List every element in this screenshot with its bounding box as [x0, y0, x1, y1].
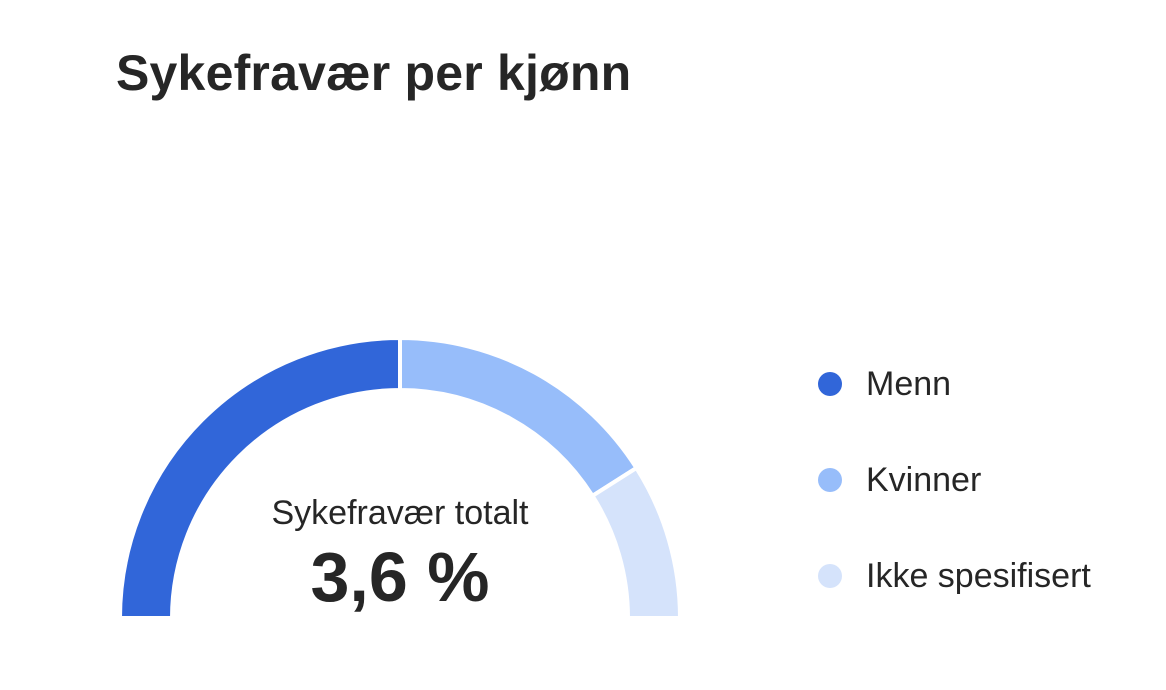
legend-label-kvinner: Kvinner	[866, 460, 982, 499]
legend-item-menn[interactable]: Menn	[818, 358, 1091, 410]
legend-label-menn: Menn	[866, 364, 952, 403]
gauge-segment-ikke-spesifisert[interactable]	[590, 465, 682, 620]
gauge-center-label: Sykefravær totalt	[271, 494, 529, 532]
chart-legend: Menn Kvinner Ikke spesifisert	[818, 358, 1091, 646]
legend-dot-menn	[818, 372, 842, 396]
chart-title: Sykefravær per kjønn	[116, 45, 632, 101]
gauge-segment-kvinner[interactable]	[398, 336, 639, 498]
legend-dot-kvinner	[818, 468, 842, 492]
legend-item-ikke-spesifisert[interactable]: Ikke spesifisert	[818, 550, 1091, 602]
legend-dot-ikke-spesifisert	[818, 564, 842, 588]
legend-item-kvinner[interactable]: Kvinner	[818, 454, 1091, 506]
legend-label-ikke-spesifisert: Ikke spesifisert	[866, 556, 1091, 595]
gauge-center-value: 3,6 %	[310, 538, 490, 616]
